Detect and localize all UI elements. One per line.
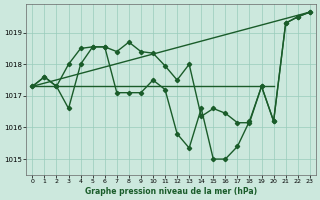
X-axis label: Graphe pression niveau de la mer (hPa): Graphe pression niveau de la mer (hPa) (85, 187, 257, 196)
